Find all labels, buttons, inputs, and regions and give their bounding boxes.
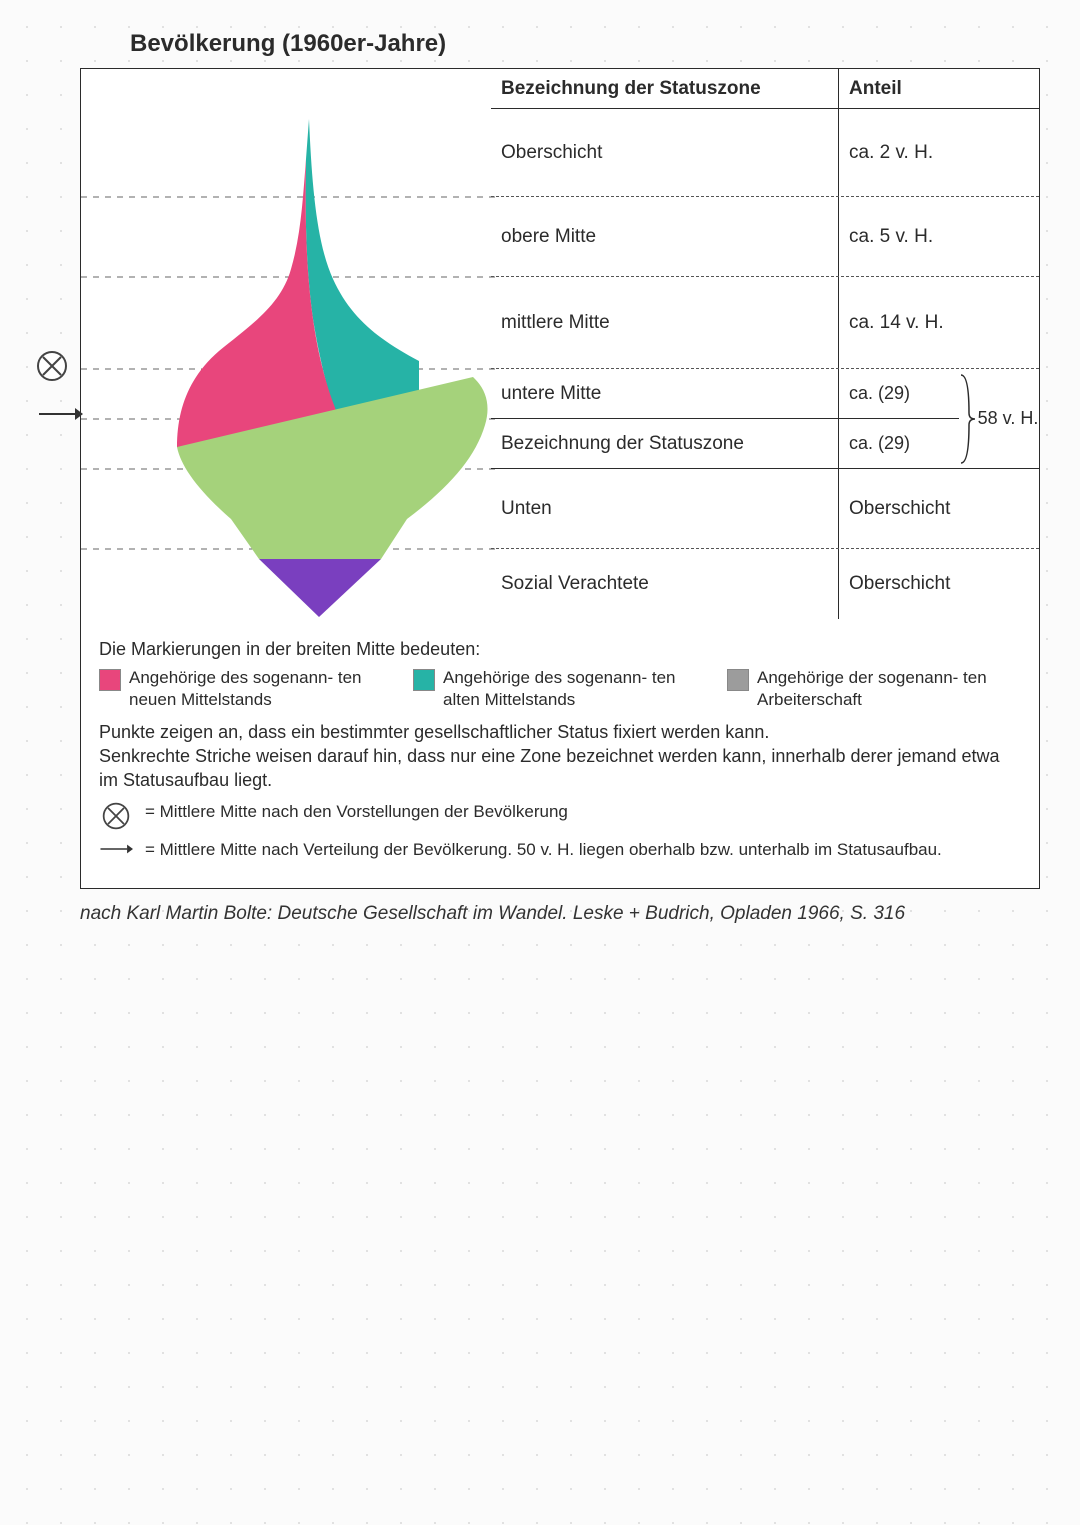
explain-points: Punkte zeigen an, dass ein bestimmter ge… xyxy=(99,720,1021,744)
legend-item: Angehörige des sogenann- ten alten Mitte… xyxy=(413,667,703,710)
table-row: Oberschichtca. 2 v. H. xyxy=(491,109,1039,197)
arrow-icon xyxy=(99,839,133,859)
row-label: Bezeichnung der Statuszone xyxy=(491,419,838,468)
legend-item: Angehörige der sogenann- ten Arbeitersch… xyxy=(727,667,1017,710)
row-label: Oberschicht xyxy=(491,109,839,196)
source-citation: nach Karl Martin Bolte: Deutsche Gesells… xyxy=(80,903,1040,925)
row-label: obere Mitte xyxy=(491,197,839,276)
page-title: Bevölkerung (1960er-Jahre) xyxy=(130,30,1040,58)
legend-notes: Die Markierungen in der breiten Mitte be… xyxy=(81,629,1039,888)
row-share-bracket: ca. (29)ca. (29)58 v. H. xyxy=(839,369,1039,468)
legend-text: Angehörige der sogenann- ten Arbeitersch… xyxy=(757,667,1017,710)
circle-x-icon xyxy=(99,801,133,831)
strata-table: Bezeichnung der Statuszone Anteil Obersc… xyxy=(491,69,1039,629)
row-label: Sozial Verachtete xyxy=(491,549,839,619)
diagram-frame: Bezeichnung der Statuszone Anteil Obersc… xyxy=(80,68,1040,889)
row-share: ca. 5 v. H. xyxy=(839,197,1039,276)
arrow-text: = Mittlere Mitte nach Verteilung der Bev… xyxy=(145,839,1021,862)
onion-green-lower xyxy=(231,519,407,559)
legend-text: Angehörige des sogenann- ten alten Mitte… xyxy=(443,667,703,710)
header-label: Bezeichnung der Statuszone xyxy=(491,69,839,108)
circle-x-text: = Mittlere Mitte nach den Vorstellungen … xyxy=(145,801,1021,824)
table-row: obere Mitteca. 5 v. H. xyxy=(491,197,1039,277)
row-label: mittlere Mitte xyxy=(491,277,839,368)
row-share: ca. 14 v. H. xyxy=(839,277,1039,368)
table-row: Sozial VerachteteOberschicht xyxy=(491,549,1039,619)
legend-swatch xyxy=(727,669,749,691)
legend-text: Angehörige des sogenann- ten neuen Mitte… xyxy=(129,667,389,710)
table-row-bracket: untere MitteBezeichnung der Statuszoneca… xyxy=(491,369,1039,469)
header-share: Anteil xyxy=(839,69,1039,108)
perception-marker xyxy=(35,349,69,388)
legend-intro: Die Markierungen in der breiten Mitte be… xyxy=(99,637,1021,661)
row-label: Unten xyxy=(491,469,839,548)
distribution-arrow-marker xyxy=(37,404,83,429)
row-share: Oberschicht xyxy=(839,549,1039,619)
row-share: ca. 2 v. H. xyxy=(839,109,1039,196)
table-header: Bezeichnung der Statuszone Anteil xyxy=(491,69,1039,109)
legend-swatch xyxy=(413,669,435,691)
onion-shape xyxy=(81,69,501,629)
row-share: Oberschicht xyxy=(839,469,1039,548)
chart-area: Bezeichnung der Statuszone Anteil Obersc… xyxy=(81,69,1039,629)
legend-item: Angehörige des sogenann- ten neuen Mitte… xyxy=(99,667,389,710)
table-row: mittlere Mitteca. 14 v. H. xyxy=(491,277,1039,369)
onion-purple-tip xyxy=(259,559,381,617)
explain-strokes: Senkrechte Striche weisen darauf hin, da… xyxy=(99,744,1021,793)
row-label: untere Mitte xyxy=(491,369,838,419)
table-row: UntenOberschicht xyxy=(491,469,1039,549)
legend-swatch xyxy=(99,669,121,691)
